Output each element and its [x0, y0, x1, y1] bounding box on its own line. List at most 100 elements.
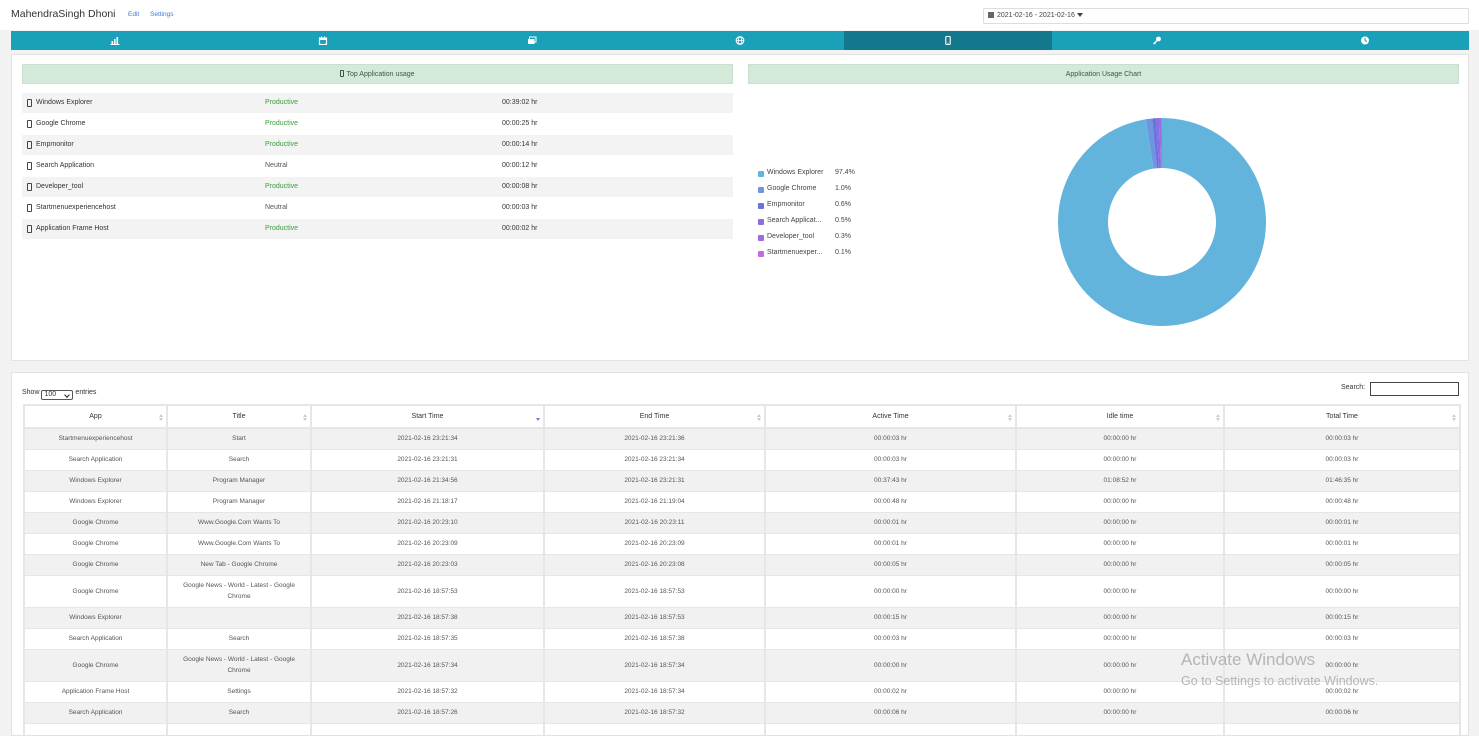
app-duration: 00:00:25 hr: [502, 120, 538, 127]
column-header-label: Active Time: [872, 413, 909, 420]
cell-total-time: 00:00:03 hr: [1223, 628, 1461, 650]
app-name: Startmenuexperiencehost: [36, 204, 116, 211]
legend-swatch: [758, 251, 764, 257]
cell-app: Windows Explorer: [23, 470, 168, 492]
cell-active-time: 00:00:02 hr: [764, 681, 1017, 703]
cell-active-time: 00:00:48 hr: [764, 491, 1017, 513]
mobile-icon: [27, 141, 32, 149]
cell-total-time: 00:00:05 hr: [1223, 554, 1461, 576]
column-header-total-time[interactable]: Total Time: [1223, 404, 1461, 429]
cell-end-time: 2021-02-16 20:23:08: [543, 554, 766, 576]
top-app-row: Windows Explorer Productive 00:39:02 hr: [22, 93, 733, 114]
tab-clock[interactable]: [1261, 31, 1469, 50]
legend-swatch: [758, 235, 764, 241]
mobile-icon: [27, 99, 32, 107]
cell-total-time: 00:00:02 hr: [1223, 681, 1461, 703]
search-box: Search:: [1341, 382, 1459, 396]
top-app-row: Startmenuexperiencehost Neutral 00:00:03 h…: [22, 198, 733, 219]
cell-start-time: 2021-02-16 18:57:38: [310, 607, 545, 629]
cell-end-time: 2021-02-16 21:19:04: [543, 491, 766, 513]
legend-percent: 0.6%: [835, 201, 851, 208]
usage-donut-chart: [1058, 118, 1266, 326]
cell-end-time: 2021-02-16 23:21:31: [543, 470, 766, 492]
cell-total-time: 00:00:01 hr: [1223, 533, 1461, 555]
globe-icon: [735, 36, 745, 45]
tab-globe[interactable]: [636, 31, 844, 50]
sort-icon: [1216, 414, 1220, 422]
cell-title: Google News - Your Local News -: [166, 723, 312, 735]
legend-percent: 97.4%: [835, 169, 855, 176]
cell-total-time: 00:00:00 hr: [1223, 649, 1461, 682]
tab-key[interactable]: [1052, 31, 1260, 50]
top-apps-table: Windows Explorer Productive 00:39:02 hr Goo…: [22, 93, 733, 240]
cell-total-time: 01:46:35 hr: [1223, 470, 1461, 492]
column-header-active-time[interactable]: Active Time: [764, 404, 1017, 429]
cell-idle-time: 00:00:00 hr: [1015, 428, 1225, 450]
column-header-app[interactable]: App: [23, 404, 168, 429]
top-app-row: Application Frame Host Productive 00:00:02…: [22, 219, 733, 240]
cell-idle-time: 00:00:00 hr: [1015, 575, 1225, 608]
screenshots-icon: [527, 36, 537, 44]
cell-start-time: 2021-02-16 18:40:49: [310, 723, 545, 735]
column-header-label: Total Time: [1326, 413, 1358, 420]
sort-icon: [159, 414, 163, 422]
donut-slice[interactable]: [1152, 118, 1159, 169]
donut-slice[interactable]: [1159, 118, 1162, 169]
cell-start-time: 2021-02-16 18:57:34: [310, 649, 545, 682]
app-duration: 00:39:02 hr: [502, 99, 538, 106]
table-row: Google Chrome Google News - World - Lates…: [23, 649, 1461, 682]
cell-end-time: 2021-02-16 18:40:49: [543, 723, 766, 735]
table-row: Search Application Search 2021-02-16 23:21…: [23, 449, 1461, 471]
entries-select[interactable]: 100: [41, 390, 74, 400]
cell-idle-time: 00:00:00 hr: [1015, 723, 1225, 735]
tab-mobile[interactable]: [844, 31, 1053, 50]
cell-end-time: 2021-02-16 20:23:11: [543, 512, 766, 534]
top-app-row: Google Chrome Productive 00:00:25 hr: [22, 114, 733, 135]
donut-slice[interactable]: [1156, 118, 1161, 169]
cell-app: Google Chrome: [23, 533, 168, 555]
cell-active-time: 00:00:00 hr: [764, 575, 1017, 608]
table-row: Google Chrome Google News - World - Lates…: [23, 575, 1461, 608]
cell-app: Google Chrome: [23, 723, 168, 735]
cell-total-time: 00:00:15 hr: [1223, 607, 1461, 629]
cell-app: Google Chrome: [23, 512, 168, 534]
usage-chart-heading: Application Usage Chart: [748, 64, 1459, 84]
cell-active-time: 00:37:43 hr: [764, 470, 1017, 492]
tab-bar: [11, 31, 1469, 50]
cell-end-time: 2021-02-16 23:21:36: [543, 428, 766, 450]
column-header-title[interactable]: Title: [166, 404, 312, 429]
cell-app: Windows Explorer: [23, 491, 168, 513]
cell-title: Search: [166, 702, 312, 724]
tab-bar-chart[interactable]: [11, 31, 219, 50]
user-name: MahendraSingh Dhoni: [11, 8, 116, 20]
app-duration: 00:00:08 hr: [502, 183, 538, 190]
tab-calendar[interactable]: [219, 31, 427, 50]
cell-title: Google News - World - Latest - Google Ch…: [166, 575, 312, 608]
cell-app: Search Application: [23, 449, 168, 471]
app-status: Neutral: [265, 204, 288, 211]
cell-end-time: 2021-02-16 18:57:38: [543, 628, 766, 650]
edit-link[interactable]: Edit: [128, 11, 140, 18]
chevron-down-icon: [64, 392, 71, 398]
cell-start-time: 2021-02-16 20:23:09: [310, 533, 545, 555]
tab-screenshots[interactable]: [428, 31, 636, 50]
cell-end-time: 2021-02-16 20:23:09: [543, 533, 766, 555]
column-header-idle-time[interactable]: Idle time: [1015, 404, 1225, 429]
search-input[interactable]: [1370, 382, 1459, 396]
donut-slice[interactable]: [1058, 118, 1266, 326]
settings-link[interactable]: Settings: [150, 11, 174, 18]
top-app-row: Empmonitor Productive 00:00:14 hr: [22, 135, 733, 156]
date-range-picker[interactable]: 2021-02-16 - 2021-02-16: [983, 8, 1469, 24]
donut-slice[interactable]: [1161, 118, 1162, 169]
column-header-start-time[interactable]: Start Time: [310, 404, 545, 429]
table-row: Google Chrome Www.Google.Com Wants To 2021…: [23, 512, 1461, 534]
cell-active-time: 00:00:01 hr: [764, 512, 1017, 534]
legend-percent: 0.3%: [835, 233, 851, 240]
column-header-end-time[interactable]: End Time: [543, 404, 766, 429]
app-status: Productive: [265, 141, 299, 148]
donut-slice[interactable]: [1145, 118, 1157, 169]
column-header-label: Idle time: [1106, 413, 1134, 420]
app-duration: 00:00:03 hr: [502, 204, 538, 211]
cell-active-time: 00:00:03 hr: [764, 628, 1017, 650]
